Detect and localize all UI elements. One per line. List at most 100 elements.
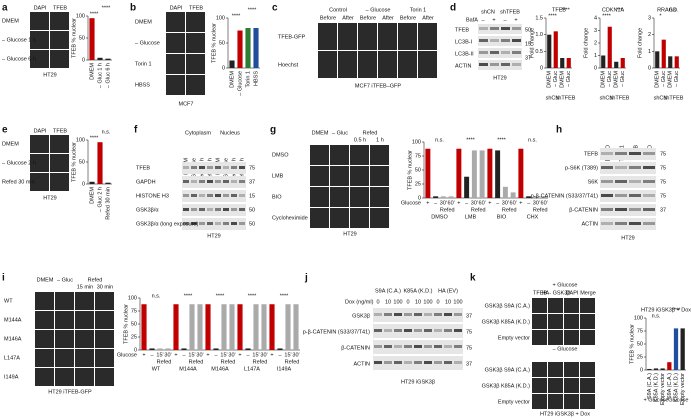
label: + Glucose — [553, 282, 578, 288]
micrograph — [166, 75, 185, 95]
band — [414, 345, 422, 348]
bar — [518, 148, 524, 198]
band — [231, 180, 237, 183]
bar — [547, 34, 552, 68]
band — [424, 345, 432, 348]
bar — [456, 148, 462, 198]
y-tick-label: 1.5 — [535, 15, 543, 21]
label: TFEB-GFP — [278, 34, 306, 40]
label: shCN — [481, 9, 495, 15]
x-tick-label: K85A (K.D.) — [673, 373, 679, 402]
band — [207, 208, 213, 211]
label: Empty vector — [498, 335, 530, 341]
y-tick-label: 50 — [415, 167, 421, 173]
band — [501, 51, 510, 54]
panel-label: g — [270, 125, 276, 136]
x-tick-label: – Gluc — [607, 71, 613, 87]
micrograph — [35, 311, 54, 329]
blot — [182, 176, 246, 188]
y-label: Fold change — [583, 28, 589, 58]
group-label: shCN — [654, 95, 668, 101]
bar — [448, 196, 454, 198]
bar — [601, 55, 606, 68]
group-label: LMB — [465, 214, 477, 220]
group-label: M146A — [211, 366, 229, 372]
micrograph — [50, 173, 69, 191]
bar — [245, 28, 251, 68]
label: Cycloheximide — [272, 215, 308, 221]
band — [615, 194, 627, 197]
band — [231, 222, 237, 225]
bar — [189, 304, 195, 350]
band — [183, 208, 189, 211]
x-tick-label: 30' — [533, 200, 540, 206]
band — [414, 329, 422, 332]
band — [479, 51, 488, 54]
x-tick-label: Torin 1 — [245, 71, 251, 88]
band — [615, 222, 627, 225]
band — [454, 313, 462, 316]
y-tick-label: 50 — [79, 159, 85, 165]
band — [215, 180, 221, 183]
group-label: shCN — [600, 95, 614, 101]
band — [207, 180, 213, 183]
y-tick-label: 0 — [640, 367, 643, 373]
band — [414, 313, 422, 316]
bar — [668, 56, 673, 68]
band — [434, 361, 442, 364]
x-tick-label: DMEM — [668, 71, 674, 88]
band — [414, 361, 422, 364]
x-tick-label: + — [270, 352, 273, 358]
micrograph — [338, 23, 357, 50]
micrograph — [548, 378, 563, 393]
band — [191, 180, 197, 183]
bar — [464, 176, 470, 198]
band — [501, 27, 510, 30]
micrograph — [95, 330, 114, 348]
x-tick-label: 60' — [541, 200, 548, 206]
group-label: L147A — [244, 366, 260, 372]
band — [199, 194, 205, 197]
label: GSK3β S9A (C.A.) — [485, 303, 531, 309]
label: WT — [4, 298, 13, 304]
label: Before — [320, 15, 336, 21]
band — [629, 152, 641, 155]
label: Torin 1 — [410, 7, 427, 13]
band — [629, 194, 641, 197]
micrograph — [55, 292, 74, 310]
micrograph — [75, 368, 94, 386]
x-tick-label: + — [142, 352, 145, 358]
micrograph — [95, 292, 114, 310]
bar — [269, 304, 275, 350]
micrograph — [350, 145, 369, 165]
label: TFEB — [53, 128, 67, 134]
x-tick-label: – Gluc — [620, 71, 626, 87]
label: HT29 iGSK3β + Dox — [540, 411, 590, 417]
label: MCF7 — [179, 101, 194, 107]
x-tick-label: K85A (K.D.) — [653, 373, 659, 402]
y-tick-label: 3 — [594, 28, 597, 34]
label: 75 — [249, 165, 255, 171]
micrograph — [580, 362, 595, 377]
x-tick-label: 60' — [510, 200, 517, 206]
band — [512, 27, 521, 30]
y-label: Fold change — [529, 28, 535, 58]
x-tick-label: 30' — [502, 200, 509, 206]
significance: **** — [90, 135, 99, 141]
band — [615, 166, 627, 169]
label: 37 — [466, 361, 472, 367]
band — [424, 361, 432, 364]
micrograph — [50, 154, 69, 172]
x-label: Glucose — [117, 352, 137, 358]
band — [629, 222, 641, 225]
sub-label: Refed — [285, 359, 300, 365]
micrograph — [532, 362, 547, 377]
label: 0 — [376, 299, 379, 305]
band — [183, 194, 189, 197]
band — [207, 166, 213, 169]
label: 37 — [660, 207, 666, 213]
label: HT29 — [343, 231, 356, 237]
blot — [478, 48, 522, 58]
x-tick-label: Refed 30 min — [105, 187, 111, 220]
micrograph — [330, 166, 349, 186]
